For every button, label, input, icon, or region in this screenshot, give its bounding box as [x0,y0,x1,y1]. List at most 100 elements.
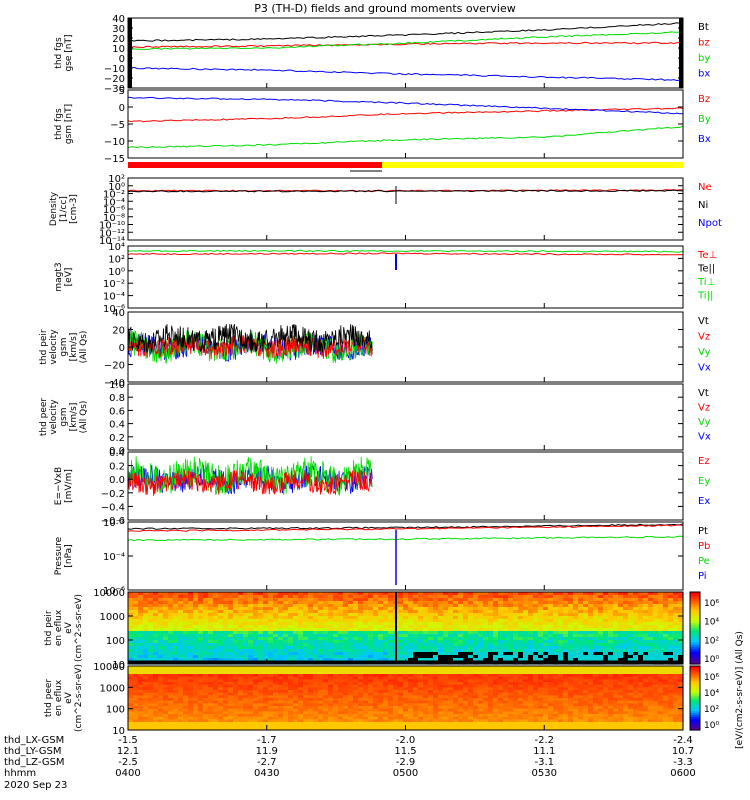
spectrogram-cell [563,658,569,662]
spectrogram-cell [368,708,374,712]
spectrogram-cell [498,692,504,696]
spectrogram-cell [403,716,409,720]
spectrogram-cell [218,637,224,641]
spectrogram-cell [333,682,339,686]
spectrogram-cell [508,722,514,726]
spectrogram-cell [563,649,569,653]
spectrogram-cell [188,643,194,647]
spectrogram-cell [618,625,624,629]
spectrogram-cell [228,598,234,602]
spectrogram-cell [213,616,219,620]
spectrogram-cell [253,655,259,659]
spectrogram-cell [318,703,324,707]
spectrogram-cell [503,628,509,632]
spectrogram-cell [343,668,349,672]
spectrogram-cell [428,622,434,626]
spectrogram-cell [308,607,314,611]
spectrogram-cell [143,643,149,647]
spectrogram-cell [273,711,279,715]
spectrogram-cell [638,649,644,653]
spectrogram-cell [128,724,134,728]
spectrogram-cell [358,674,364,678]
spectrogram-cell [628,619,634,623]
spectrogram-cell [378,592,384,596]
spectrogram-cell [403,616,409,620]
spectrogram-cell [243,592,249,596]
spectrogram-cell [358,682,364,686]
spectrogram-cell [578,604,584,608]
spectrogram-cell [638,619,644,623]
spectrogram-cell [508,687,514,691]
spectrogram-cell [203,649,209,653]
spectrogram-cell [253,682,259,686]
spectrogram-cell [573,595,579,599]
spectrogram-cell [283,655,289,659]
spectrogram-cell [448,607,454,611]
spectrogram-cell [663,628,669,632]
spectrogram-cell [353,682,359,686]
spectrogram-cell [353,676,359,680]
spectrogram-cell [623,613,629,617]
spectrogram-cell [358,631,364,635]
spectrogram-cell [403,679,409,683]
spectrogram-cell [478,724,484,728]
spectrogram-cell [148,706,154,710]
spectrogram-cell [343,695,349,699]
spectrogram-cell [303,655,309,659]
spectrogram-cell [138,716,144,720]
spectrogram-cell [458,687,464,691]
spectrogram-cell [328,671,334,675]
spectrogram-cell [368,628,374,632]
spectrogram-cell [468,649,474,653]
spectrogram-cell [578,643,584,647]
spectrogram-cell [153,622,159,626]
spectrogram-cell [383,700,389,704]
spectrogram-cell [508,604,514,608]
spectrogram-cell [288,625,294,629]
spectrogram-cell [318,607,324,611]
spectrogram-cell [288,722,294,726]
spectrogram-cell [173,637,179,641]
spectrogram-cell [548,655,554,659]
spectrogram-cell [313,616,319,620]
spectrogram-cell [333,727,339,731]
spectrogram-cell [558,628,564,632]
spectrogram-cell [373,616,379,620]
spectrogram-cell [448,727,454,731]
spectrogram-cell [313,679,319,683]
spectrogram-cell [348,601,354,605]
spectrogram-cell [373,613,379,617]
spectrogram-cell [673,619,679,623]
spectrogram-cell [198,628,204,632]
spectrogram-cell [363,676,369,680]
spectrogram-cell [458,684,464,688]
spectrogram-cell [218,634,224,638]
spectrogram-cell [333,724,339,728]
spectrogram-cell [188,634,194,638]
spectrogram-cell [188,727,194,731]
spectrogram-cell [588,598,594,602]
spectrogram-cell [638,637,644,641]
spectrogram-cell [213,649,219,653]
spectrogram-cell [258,634,264,638]
spectrogram-cell [538,646,544,650]
spectrogram-cell [548,700,554,704]
spectrogram-cell [538,679,544,683]
spectrogram-cell [368,671,374,675]
spectrogram-cell [198,711,204,715]
spectrogram-cell [453,698,459,702]
spectrogram-cell [428,643,434,647]
spectrogram-cell [328,682,334,686]
spectrogram-cell [203,622,209,626]
spectrogram-cell [163,668,169,672]
spectrogram-cell [608,708,614,712]
spectrogram-cell [523,716,529,720]
spectrogram-cell [303,628,309,632]
spectrogram-cell [598,619,604,623]
spectrogram-cell [613,634,619,638]
spectrogram-cell [463,607,469,611]
spectrogram-cell [413,706,419,710]
spectrogram-cell [278,695,284,699]
spectrogram-cell [388,613,394,617]
spectrogram-cell [318,604,324,608]
